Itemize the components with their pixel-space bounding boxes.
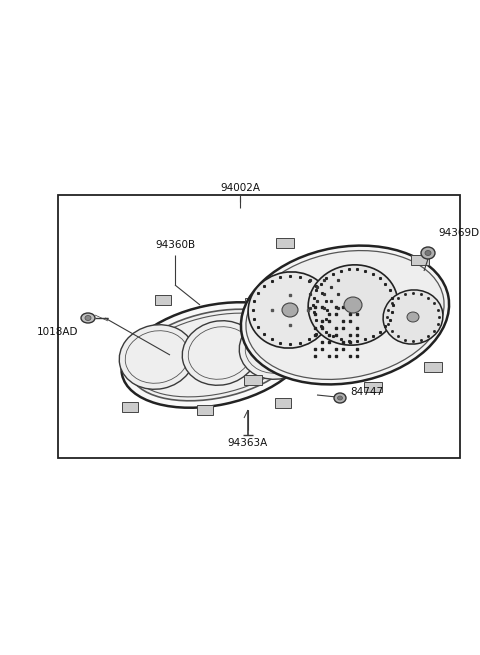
Ellipse shape <box>282 303 298 317</box>
Text: 94369D: 94369D <box>438 228 479 238</box>
Ellipse shape <box>344 297 362 313</box>
Ellipse shape <box>119 325 195 389</box>
Ellipse shape <box>121 302 309 408</box>
Text: 94360B: 94360B <box>155 240 195 250</box>
Ellipse shape <box>182 321 258 385</box>
Text: 84747: 84747 <box>350 387 383 397</box>
Bar <box>411 255 429 265</box>
Ellipse shape <box>239 314 315 379</box>
Text: 1018AD: 1018AD <box>36 327 78 337</box>
Bar <box>197 405 213 415</box>
Text: 94363A: 94363A <box>228 438 268 448</box>
Bar <box>245 298 261 308</box>
Ellipse shape <box>241 246 449 384</box>
Ellipse shape <box>308 265 398 345</box>
Bar <box>58 195 460 458</box>
Ellipse shape <box>130 309 300 401</box>
Bar <box>275 398 291 408</box>
Ellipse shape <box>85 316 91 320</box>
Bar <box>244 375 262 385</box>
Bar <box>424 362 442 372</box>
Text: 94002A: 94002A <box>220 183 260 193</box>
Bar <box>155 295 171 305</box>
Ellipse shape <box>421 247 435 259</box>
Ellipse shape <box>407 312 419 322</box>
Ellipse shape <box>425 250 431 255</box>
Ellipse shape <box>246 251 444 379</box>
Bar <box>276 238 294 248</box>
Ellipse shape <box>81 313 95 323</box>
Ellipse shape <box>337 396 343 400</box>
Ellipse shape <box>383 290 443 344</box>
Ellipse shape <box>248 272 332 348</box>
Ellipse shape <box>334 393 346 403</box>
Bar <box>364 382 382 392</box>
Bar <box>122 402 138 412</box>
